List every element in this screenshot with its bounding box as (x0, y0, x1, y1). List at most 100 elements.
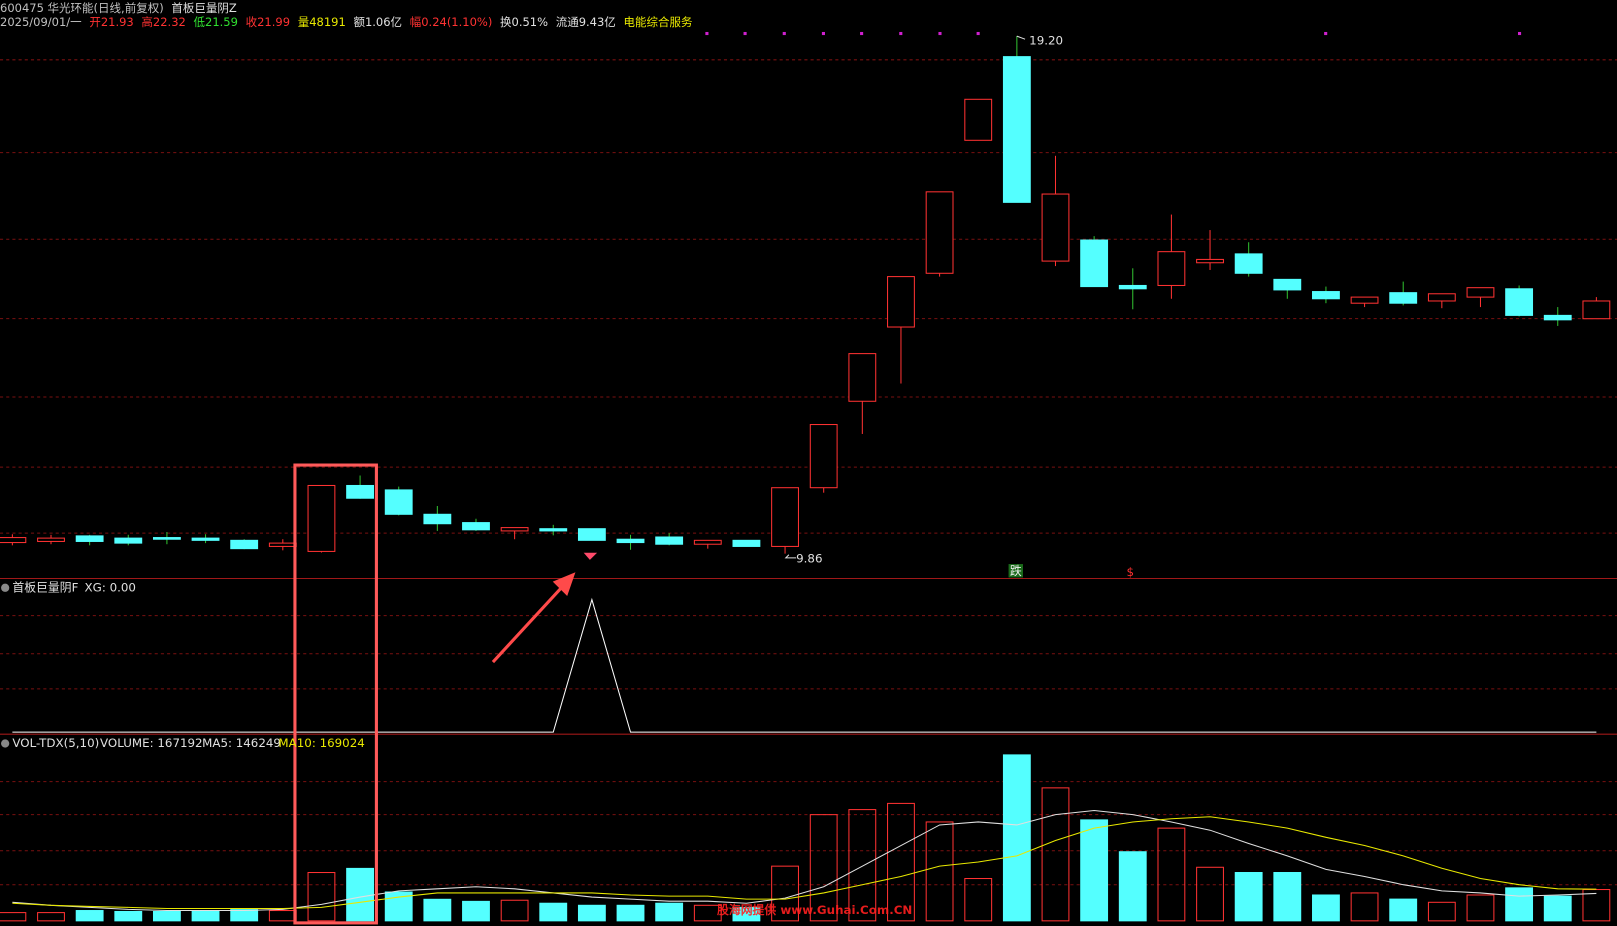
ma5-line (12, 810, 1597, 912)
vol-label: VOLUME: 167192 (100, 736, 203, 750)
candle-body (1543, 314, 1572, 321)
panel-icon[interactable] (1, 583, 10, 592)
volume-bar (1427, 901, 1456, 922)
volume-bar (37, 912, 65, 922)
quote: 换0.51% (500, 15, 549, 29)
candle-body (462, 522, 490, 531)
arrow-head (552, 572, 576, 597)
volume-bar (925, 821, 954, 922)
volume-bar (1234, 872, 1263, 922)
volume-bar (964, 877, 993, 922)
candle-body (191, 537, 220, 541)
ma10-line (12, 816, 1597, 909)
candle-body (925, 191, 954, 274)
formula: 首板巨量阴Z (171, 1, 237, 15)
watermark: 股海网提供 www.Guhai.Com.CN (717, 903, 912, 917)
xg-value: XG: 0.00 (85, 580, 136, 594)
signal-dots (705, 31, 1522, 36)
candle-body (1350, 296, 1379, 304)
candle-body (1234, 253, 1263, 274)
volume-bar (848, 809, 877, 922)
volume-bar (771, 865, 799, 922)
candle-body (500, 527, 529, 532)
volume-bar (384, 891, 413, 922)
candle-body (1080, 239, 1109, 288)
quote: 流通9.43亿 (555, 15, 616, 29)
date: 2025/09/01/一 (0, 15, 82, 29)
highlight-box (293, 463, 378, 925)
candle-body (616, 538, 645, 544)
high-label: 19.20 (1029, 34, 1063, 48)
candle-body (693, 539, 722, 545)
header-line1: 600475 华光环能(日线,前复权) 首板巨量阴Z (0, 0, 241, 16)
volume-bar (539, 902, 568, 922)
quote: 幅0.24(1.10%) (409, 15, 493, 29)
candle-body (1466, 287, 1495, 298)
volume-bar (1041, 787, 1070, 922)
candle-body (152, 537, 181, 540)
candle-body (268, 542, 297, 547)
volume-bar (500, 899, 529, 922)
candle-body (539, 528, 568, 532)
volume-bar (1350, 892, 1379, 922)
volume-bar (114, 910, 143, 922)
quote: 额1.06亿 (353, 15, 403, 29)
candle-body (577, 528, 606, 541)
volume-bar (1466, 894, 1495, 922)
candle-body (1427, 293, 1456, 302)
quote: 低21.59 (193, 15, 238, 29)
candle-body (0, 537, 27, 544)
candle-body (1118, 284, 1147, 290)
volume-bar (732, 906, 761, 922)
vol-label: MA5: 146249 (202, 736, 281, 750)
candle-body (1041, 193, 1070, 262)
volume-bar (693, 904, 722, 922)
candle-body (346, 484, 375, 499)
volume-bar (1389, 898, 1418, 922)
volume-bar (1002, 754, 1031, 922)
candle-body (1273, 278, 1302, 291)
fall-box (1008, 564, 1023, 578)
volume-bar (230, 909, 259, 922)
candle-body (1389, 292, 1418, 304)
candle-body (1505, 288, 1534, 316)
quote: 开21.93 (89, 15, 134, 29)
candle-body (655, 536, 684, 545)
quote: 高22.32 (141, 15, 186, 29)
label-pointers (784, 35, 1026, 559)
volume-bar (577, 904, 606, 922)
candle-body (1196, 258, 1224, 264)
low-label: 9.86 (796, 551, 822, 565)
candle-body (771, 487, 799, 547)
candle-body (964, 98, 993, 141)
volume-bar (1505, 887, 1534, 922)
xg-line (12, 597, 1597, 733)
volume-bar (1582, 889, 1611, 922)
volume-bar (655, 902, 684, 922)
volume-bar (1312, 894, 1340, 922)
volume-bar (462, 900, 490, 922)
stock: 600475 华光环能(日线,前复权) (0, 1, 164, 15)
volume-bar (809, 814, 838, 922)
volume-bar (887, 802, 915, 922)
volume-bar (1157, 827, 1186, 922)
arrow (491, 582, 567, 664)
sector: 电能综合服务 (623, 15, 693, 29)
vol-label: MA10: 169024 (278, 736, 364, 750)
panel-icon[interactable] (1, 739, 10, 748)
volume-bar (1543, 895, 1572, 922)
candle-body (423, 513, 452, 525)
candle-body (848, 353, 877, 402)
volume-bar (1118, 851, 1147, 922)
volume-bar (423, 898, 452, 922)
volume-bar (268, 910, 297, 922)
candle-body (114, 537, 143, 544)
candle-body (230, 539, 259, 550)
volume-bar (75, 910, 104, 922)
candle-body (1582, 300, 1611, 320)
header-line2: 2025/09/01/一 开21.93 高22.32 低21.59 收21.99… (0, 14, 696, 30)
volume-bar (346, 867, 375, 922)
volume-bar (307, 872, 336, 922)
vol-title: VOL-TDX(5,10) (12, 736, 99, 750)
